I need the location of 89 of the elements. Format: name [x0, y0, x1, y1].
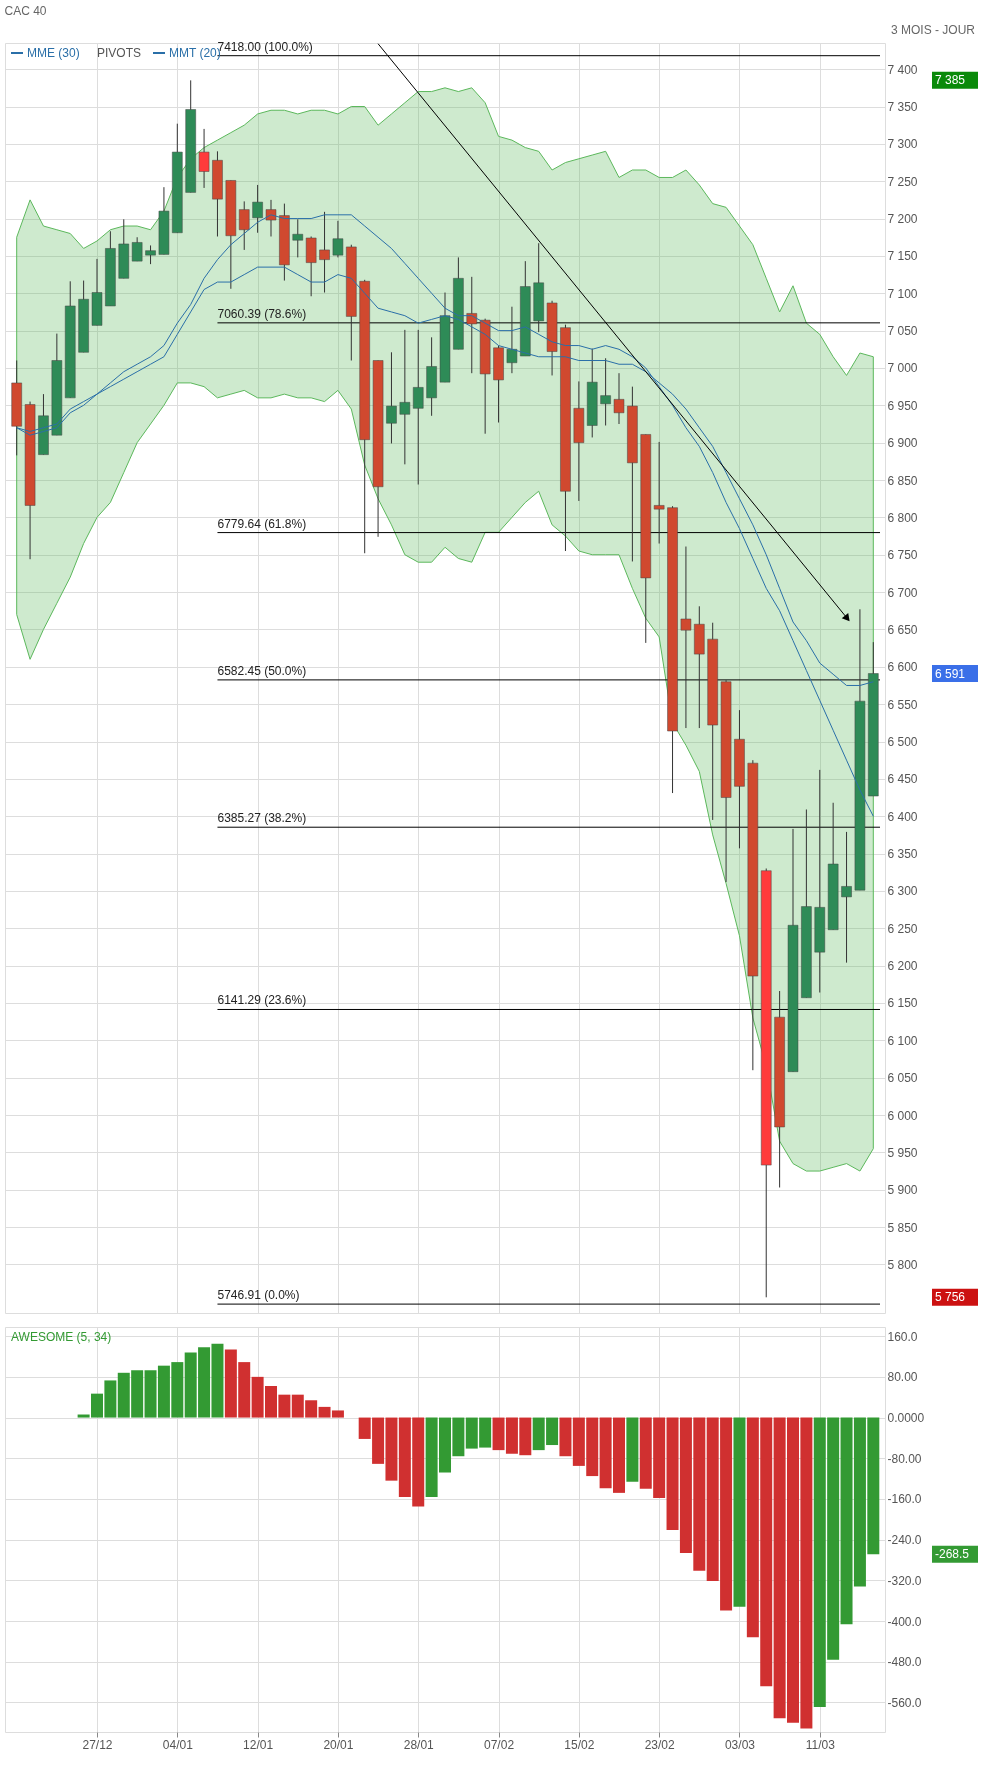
y-tick-label: 6 950 — [887, 398, 918, 413]
y-tick-label: 6 400 — [887, 809, 918, 824]
y-tick-label: 6 250 — [887, 921, 918, 936]
candlestick — [238, 200, 250, 251]
ref-line-label: 6779.64 (61.8%) — [217, 516, 307, 531]
candlestick — [600, 357, 611, 426]
ref-line-label: 6141.29 (23.6%) — [217, 993, 307, 1008]
y-tick-label: 6 850 — [887, 473, 918, 488]
candlestick — [198, 128, 210, 189]
candlestick — [292, 218, 304, 258]
ref-line-label: 5746.91 (0.0%) — [217, 1288, 300, 1303]
y-tick-label: 6 600 — [887, 660, 918, 675]
bar — [626, 1417, 639, 1482]
bar — [733, 1417, 746, 1607]
legend-label: MME (30) — [27, 46, 80, 60]
candlestick — [332, 220, 344, 258]
y-tick-label: 6 900 — [887, 436, 918, 451]
text: -268.5 — [935, 1547, 970, 1562]
candlestick — [399, 329, 411, 465]
y-tick-label: 6 650 — [887, 622, 918, 637]
y-tick-label: 6 800 — [887, 510, 918, 525]
candlestick — [841, 831, 852, 964]
y-tick-label: 6 500 — [887, 735, 918, 749]
ref-line-label: 6385.27 (38.2%) — [217, 811, 307, 826]
y-tick-label: 6 750 — [887, 548, 918, 563]
ref-line-label: 7060.39 (78.6%) — [217, 306, 307, 321]
candlestick — [131, 236, 143, 262]
y-tick-label: -160.0 — [887, 1492, 922, 1507]
chart-title: CAC 40 — [4, 3, 47, 18]
candlestick — [145, 244, 156, 265]
candlestick — [653, 441, 665, 545]
x-tick-label: 28/01 — [403, 1737, 435, 1752]
y-tick-label: -240.0 — [887, 1533, 922, 1548]
y-tick-label: 6 100 — [887, 1033, 918, 1048]
y-tick-label: -480.0 — [887, 1655, 922, 1670]
x-tick-label: 11/03 — [805, 1737, 836, 1752]
y-tick-label: 6 550 — [887, 697, 918, 712]
text: 7 385 — [935, 73, 966, 88]
candlestick — [319, 211, 330, 294]
x-tick-label: 15/02 — [564, 1737, 595, 1752]
y-tick-label: 5 800 — [887, 1257, 918, 1272]
x-tick-label: 04/01 — [162, 1737, 194, 1752]
candlestick — [252, 184, 263, 234]
text: 3 MOIS - JOUR — [890, 23, 976, 37]
candlestick — [412, 329, 424, 486]
y-tick-label: -320.0 — [887, 1573, 922, 1588]
candlestick — [613, 372, 625, 425]
candlestick — [386, 351, 397, 444]
annotation: PIVOTS — [97, 46, 142, 60]
bar — [559, 1417, 572, 1457]
y-tick-label: 7 250 — [887, 174, 918, 189]
y-tick-label: 160.0 — [887, 1329, 918, 1344]
x-tick-label: 23/02 — [644, 1737, 675, 1752]
y-tick-label: 6 450 — [887, 772, 918, 787]
y-tick-label: 7 150 — [887, 249, 918, 264]
x-tick-label: 07/02 — [484, 1737, 515, 1752]
candlestick — [466, 276, 478, 374]
candlestick — [680, 546, 692, 729]
text: 5 756 — [935, 1290, 966, 1305]
y-tick-label: 7 100 — [887, 286, 918, 301]
y-tick-label: 6 350 — [887, 847, 918, 862]
y-tick-label: 7 350 — [887, 100, 918, 114]
y-tick-label: 7 200 — [887, 212, 918, 227]
y-tick-label: 0.0000 — [887, 1411, 925, 1426]
y-tick-label: 6 150 — [887, 996, 918, 1011]
y-tick-label: 7 000 — [887, 361, 918, 376]
y-tick-label: 7 400 — [887, 62, 918, 77]
x-tick-label: 27/12 — [82, 1737, 113, 1752]
x-tick-label: 20/01 — [323, 1737, 354, 1752]
y-tick-label: 6 200 — [887, 959, 918, 974]
y-tick-label: 6 050 — [887, 1071, 918, 1086]
y-tick-label: 7 050 — [887, 324, 918, 339]
candlestick — [506, 306, 518, 374]
ref-line-label: 6582.45 (50.0%) — [217, 663, 307, 678]
chart-title: AWESOME (5, 34) — [11, 1330, 112, 1344]
y-tick-label: 6 000 — [887, 1108, 918, 1123]
y-tick-label: 5 850 — [887, 1220, 918, 1235]
y-tick-label: 6 300 — [887, 884, 918, 899]
text: 6 591 — [935, 666, 966, 681]
y-tick-label: 5 950 — [887, 1145, 918, 1160]
y-tick-label: 7 300 — [887, 137, 918, 152]
y-tick-label: -80.00 — [887, 1451, 922, 1466]
x-tick-label: 12/01 — [243, 1737, 274, 1752]
y-tick-label: 80.00 — [887, 1370, 918, 1385]
y-tick-label: -560.0 — [887, 1695, 922, 1710]
y-tick-label: -400.0 — [887, 1614, 922, 1629]
y-tick-label: 5 900 — [887, 1183, 918, 1198]
x-tick-label: 03/03 — [724, 1737, 756, 1752]
y-tick-label: 6 700 — [887, 585, 918, 600]
